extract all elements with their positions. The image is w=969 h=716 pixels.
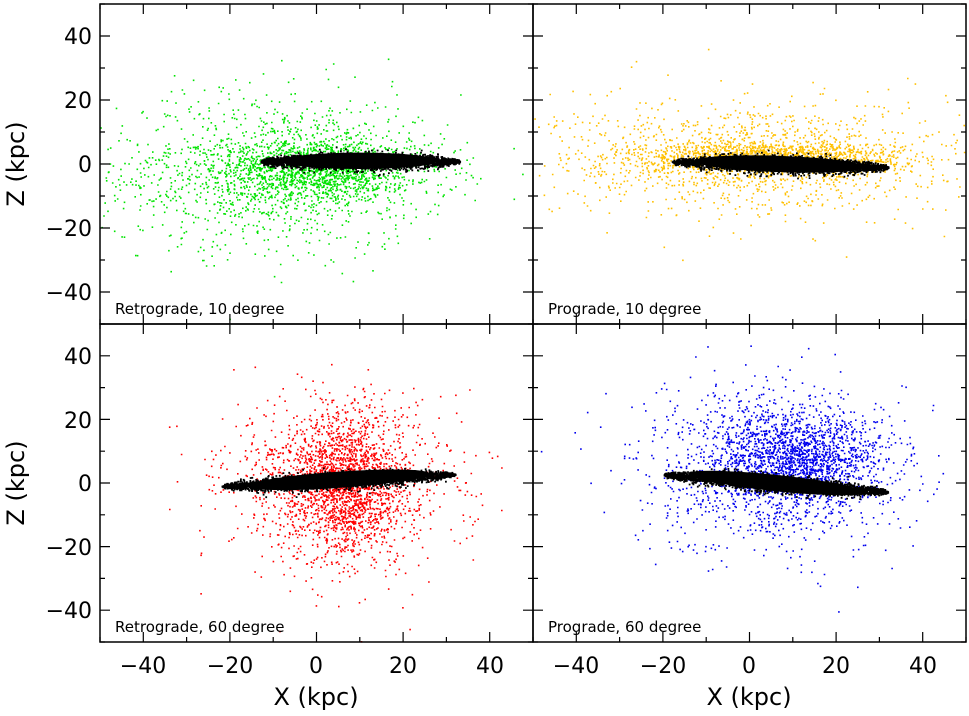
panel-points-prograde-10 xyxy=(534,48,966,262)
panel-label-retrograde-10: Retrograde, 10 degree xyxy=(115,300,284,318)
panel-bottom-right: Prograde, 60 degree xyxy=(532,323,967,643)
x-axis-title-left: X (kpc) xyxy=(273,683,358,711)
panel-label-prograde-10: Prograde, 10 degree xyxy=(548,300,701,318)
y-tick-label: 0 xyxy=(78,472,92,497)
tick-marks xyxy=(99,3,967,643)
y-tick-label: −20 xyxy=(46,217,92,242)
y-tick-label: 40 xyxy=(64,345,92,370)
x-tick-label: −20 xyxy=(207,654,253,679)
y-tick-label: 40 xyxy=(64,25,92,50)
y-tick-label: 20 xyxy=(64,89,92,114)
x-tick-label: −20 xyxy=(640,654,686,679)
x-tick-label: −40 xyxy=(120,654,166,679)
disk-particles xyxy=(260,146,462,177)
x-tick-label: 40 xyxy=(909,654,937,679)
panel-label-prograde-60: Prograde, 60 degree xyxy=(548,618,701,636)
x-tick-label: 0 xyxy=(742,654,756,679)
y-tick-label: −20 xyxy=(46,536,92,561)
x-tick-label: 20 xyxy=(389,654,417,679)
y-tick-labels-top: 40 20 0 −20 −40 xyxy=(46,25,92,306)
y-tick-label: −40 xyxy=(46,599,92,624)
y-tick-label: −40 xyxy=(46,281,92,306)
disk-particles xyxy=(671,149,890,180)
panel-points-retrograde-10 xyxy=(100,58,524,321)
x-tick-label: 40 xyxy=(476,654,504,679)
panel-bottom-left: Retrograde, 60 degree xyxy=(99,323,534,643)
y-axis-title-top: Z (kpc) xyxy=(2,121,30,206)
axis-ticks xyxy=(99,3,967,643)
panel-label-retrograde-60: Retrograde, 60 degree xyxy=(115,618,284,636)
panel-top-left: Retrograde, 10 degree xyxy=(99,3,534,325)
panel-points-retrograde-60 xyxy=(168,363,503,643)
x-tick-label: 20 xyxy=(822,654,850,679)
x-tick-labels-left: −40 −20 0 20 40 xyxy=(120,654,504,679)
y-tick-label: 20 xyxy=(64,409,92,434)
satellite-particles xyxy=(540,345,945,613)
y-tick-label: 0 xyxy=(78,153,92,178)
satellite-particles xyxy=(100,58,524,321)
y-axis-title-bottom: Z (kpc) xyxy=(2,440,30,525)
panel-top-right: Prograde, 10 degree xyxy=(532,3,967,325)
panel-points-prograde-60 xyxy=(540,345,945,613)
disk-particles xyxy=(663,468,890,500)
x-tick-label: 0 xyxy=(309,654,323,679)
satellite-particles xyxy=(168,363,503,643)
x-tick-label: −40 xyxy=(553,654,599,679)
x-axis-title-right: X (kpc) xyxy=(706,683,791,711)
disk-particles xyxy=(221,467,457,499)
y-tick-labels-bottom: 40 20 0 −20 −40 xyxy=(46,345,92,624)
x-tick-labels-right: −40 −20 0 20 40 xyxy=(553,654,937,679)
satellite-particles xyxy=(534,48,966,262)
